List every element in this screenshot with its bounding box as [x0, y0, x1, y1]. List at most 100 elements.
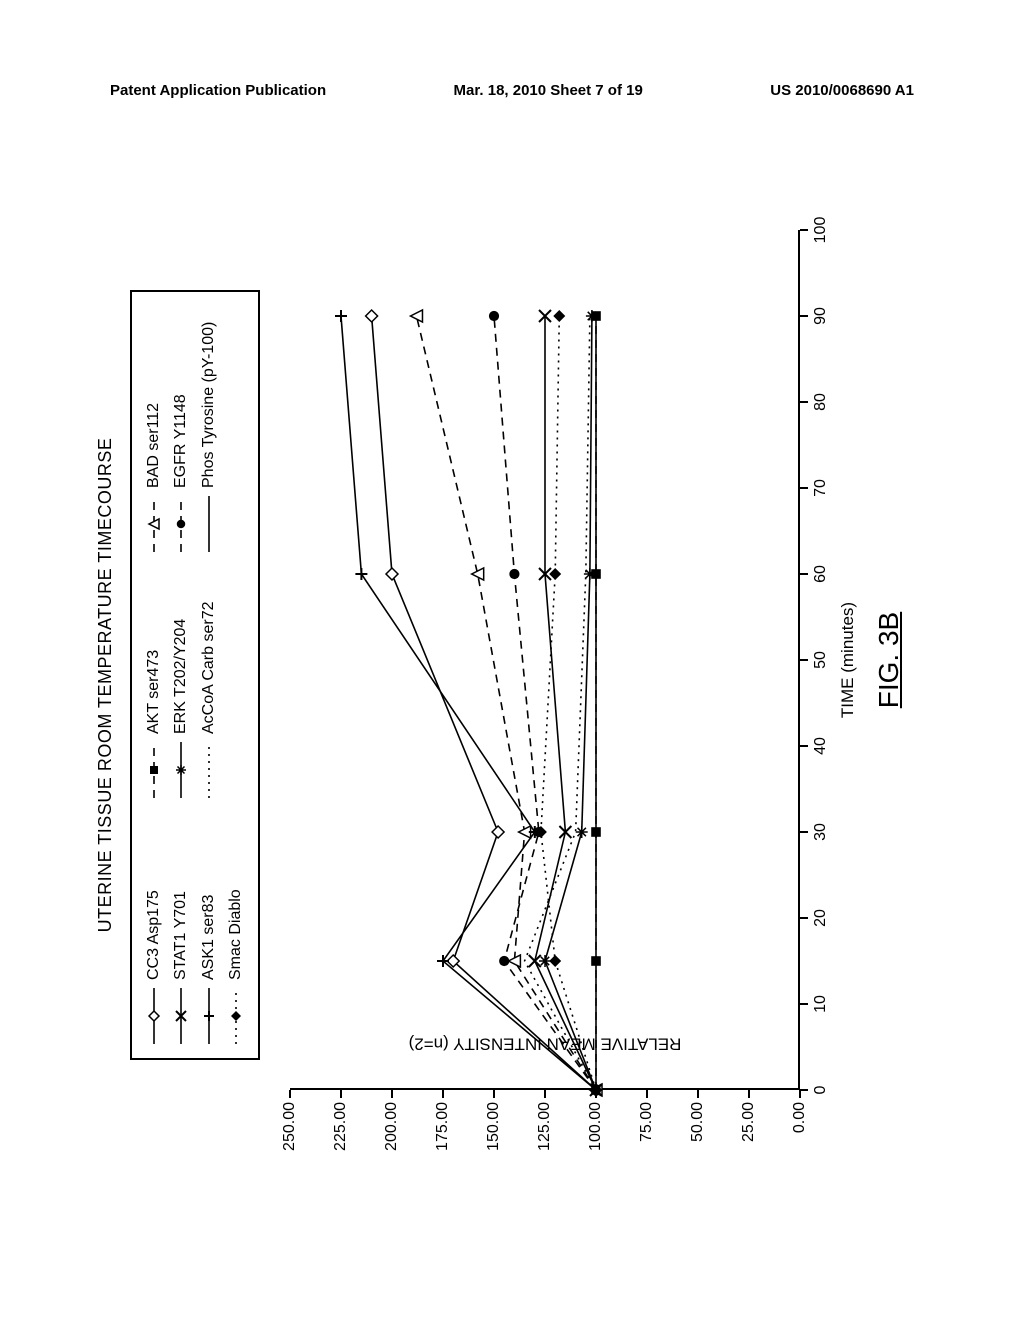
- legend-item: ASK1 ser83: [195, 798, 223, 1044]
- legend-swatch: [172, 742, 190, 798]
- x-tick-label: 70: [812, 479, 830, 497]
- x-tick-label: 100: [812, 217, 830, 244]
- legend-label: Smac Diablo: [227, 889, 245, 980]
- y-tick-label: 225.00: [332, 1102, 350, 1151]
- legend-item: EGFR Y1148: [168, 306, 196, 552]
- chart-container: UTERINE TISSUE ROOM TEMPERATURE TIMECOUR…: [0, 270, 1024, 1100]
- y-tick-label: 0.00: [791, 1102, 809, 1133]
- x-tick: [800, 659, 808, 661]
- legend-label: EGFR Y1148: [172, 394, 190, 488]
- y-tick-label: 200.00: [383, 1102, 401, 1151]
- series-marker: [576, 826, 588, 838]
- x-tick: [800, 745, 808, 747]
- x-axis-label: TIME (minutes): [838, 602, 858, 718]
- legend-label: AcCoA Carb ser72: [200, 601, 218, 734]
- y-tick-label: 175.00: [434, 1102, 452, 1151]
- series-marker: [489, 311, 499, 321]
- legend-swatch: [145, 742, 163, 798]
- x-tick-label: 40: [812, 737, 830, 755]
- x-tick: [800, 1089, 808, 1091]
- legend-item: Smac Diablo: [223, 798, 251, 1044]
- legend-item: ERK T202/Y204: [168, 552, 196, 798]
- x-tick: [800, 917, 808, 919]
- series-marker: [549, 568, 561, 580]
- x-tick-label: 90: [812, 307, 830, 325]
- series-marker: [499, 956, 509, 966]
- y-tick: [442, 1090, 444, 1098]
- chart-inner: UTERINE TISSUE ROOM TEMPERATURE TIMECOUR…: [95, 160, 925, 1210]
- series-marker: [366, 310, 378, 322]
- legend-swatch: [172, 988, 190, 1044]
- y-tick: [289, 1090, 291, 1098]
- series-svg: [290, 230, 800, 1090]
- y-tick-label: 25.00: [740, 1102, 758, 1142]
- x-tick-label: 80: [812, 393, 830, 411]
- legend-swatch: [200, 742, 218, 798]
- legend-label: CC3 Asp175: [145, 890, 163, 980]
- series-marker: [553, 310, 565, 322]
- y-tick: [493, 1090, 495, 1098]
- legend-item: Phos Tyrosine (pY-100): [195, 306, 223, 552]
- legend-label: Phos Tyrosine (pY-100): [200, 322, 218, 488]
- x-tick: [800, 487, 808, 489]
- x-tick: [800, 573, 808, 575]
- legend-item: CC3 Asp175: [140, 798, 168, 1044]
- y-tick-label: 75.00: [638, 1102, 656, 1142]
- figure-label: FIG. 3B: [873, 612, 905, 708]
- x-tick-label: 10: [812, 995, 830, 1013]
- legend-item: AKT ser473: [140, 552, 168, 798]
- y-tick-label: 125.00: [536, 1102, 554, 1151]
- series-marker: [472, 568, 484, 580]
- legend-label: ASK1 ser83: [200, 895, 218, 980]
- y-tick-label: 100.00: [587, 1102, 605, 1151]
- x-tick: [800, 831, 808, 833]
- y-tick: [646, 1090, 648, 1098]
- series-marker: [386, 568, 398, 580]
- series-marker: [492, 826, 504, 838]
- y-tick: [748, 1090, 750, 1098]
- series-line: [535, 316, 596, 1090]
- header-left: Patent Application Publication: [110, 82, 326, 99]
- x-tick: [800, 1003, 808, 1005]
- series-marker: [335, 310, 347, 322]
- y-tick-label: 250.00: [281, 1102, 299, 1151]
- legend-swatch: [200, 988, 218, 1044]
- chart-legend: CC3 Asp175 AKT ser473 BAD ser112 STAT1 Y…: [130, 290, 260, 1060]
- y-tick: [340, 1090, 342, 1098]
- legend-label: STAT1 Y701: [172, 891, 190, 980]
- y-tick: [544, 1090, 546, 1098]
- header-center: Mar. 18, 2010 Sheet 7 of 19: [454, 82, 643, 99]
- y-tick: [595, 1090, 597, 1098]
- x-tick-label: 60: [812, 565, 830, 583]
- series-marker: [549, 955, 561, 967]
- y-tick: [697, 1090, 699, 1098]
- x-tick-label: 0: [812, 1086, 830, 1095]
- legend-swatch: [145, 496, 163, 552]
- legend-item: STAT1 Y701: [168, 798, 196, 1044]
- legend-swatch: [172, 496, 190, 552]
- x-tick-label: 50: [812, 651, 830, 669]
- y-tick: [391, 1090, 393, 1098]
- chart-title: UTERINE TISSUE ROOM TEMPERATURE TIMECOUR…: [95, 160, 116, 1210]
- series-marker: [410, 310, 422, 322]
- series-line: [372, 316, 596, 1090]
- legend-item: AcCoA Carb ser72: [195, 552, 223, 798]
- x-tick-label: 30: [812, 823, 830, 841]
- series-marker: [509, 569, 519, 579]
- y-tick-label: 150.00: [485, 1102, 503, 1151]
- header-right: US 2010/0068690 A1: [770, 82, 914, 99]
- x-tick: [800, 315, 808, 317]
- series-line: [416, 316, 596, 1090]
- legend-label: BAD ser112: [145, 403, 163, 488]
- legend-label: ERK T202/Y204: [172, 619, 190, 734]
- legend-item: [223, 552, 251, 798]
- x-tick: [800, 401, 808, 403]
- legend-label: AKT ser473: [145, 650, 163, 734]
- legend-item: [223, 306, 251, 552]
- publication-header: Patent Application Publication Mar. 18, …: [0, 82, 1024, 99]
- x-tick-label: 20: [812, 909, 830, 927]
- legend-swatch: [200, 496, 218, 552]
- plot-area: RELATIVE MEAN INTENSITY (n=2) TIME (minu…: [290, 230, 800, 1090]
- x-tick: [800, 229, 808, 231]
- y-tick-label: 50.00: [689, 1102, 707, 1142]
